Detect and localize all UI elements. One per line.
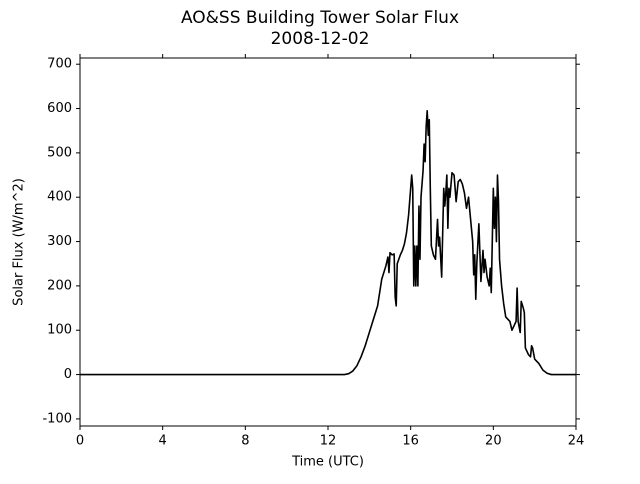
x-tick-label: 16	[402, 434, 419, 449]
y-tick-label: 200	[47, 278, 72, 293]
y-tick-label: -100	[42, 411, 72, 426]
y-tick-label: 300	[47, 234, 72, 249]
x-tick-label: 0	[76, 434, 84, 449]
y-tick-label: 600	[47, 101, 72, 116]
chart-title: AO&SS Building Tower Solar Flux	[181, 8, 459, 28]
x-tick-label: 24	[568, 434, 585, 449]
x-tick-label: 12	[320, 434, 337, 449]
y-axis-label: Solar Flux (W/m^2)	[12, 178, 27, 306]
y-tick-label: 100	[47, 323, 72, 338]
y-tick-label: 500	[47, 145, 72, 160]
x-tick-label: 8	[241, 434, 249, 449]
y-tick-label: 0	[64, 367, 72, 382]
chart-subtitle: 2008-12-02	[271, 29, 370, 49]
y-tick-label: 400	[47, 190, 72, 205]
plot-frame	[79, 57, 577, 427]
x-tick-label: 4	[159, 434, 167, 449]
y-tick-label: 700	[47, 57, 72, 72]
x-tick-label: 20	[485, 434, 502, 449]
data-line	[80, 109, 576, 376]
x-axis-label: Time (UTC)	[291, 455, 364, 470]
